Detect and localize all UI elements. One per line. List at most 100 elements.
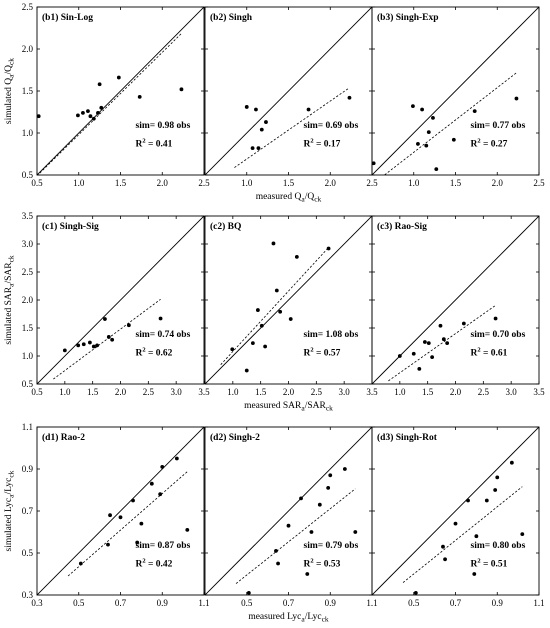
data-point: [135, 540, 140, 545]
r2-symbol: R: [136, 139, 143, 149]
label-subscript: a: [7, 283, 16, 287]
data-point: [174, 456, 179, 461]
data-point: [493, 316, 498, 321]
regression-line: [220, 247, 329, 365]
data-point: [250, 341, 255, 346]
x-tick-label: 2.0: [492, 178, 504, 188]
data-point: [413, 591, 418, 595]
label-text: simulated SAR: [4, 286, 14, 344]
y-tick-label: 2.0: [22, 295, 34, 305]
r2-exponent: 2: [142, 137, 145, 144]
regression-line: [388, 305, 496, 382]
data-point: [110, 337, 115, 342]
data-point: [493, 488, 498, 492]
x-tick-label: 1.5: [115, 178, 127, 188]
x-tick-label: 1.5: [450, 178, 462, 188]
data-point: [106, 335, 111, 339]
data-point: [353, 530, 358, 534]
panel-c3: 1.0 1.5 2.0 2.5 3.0 3.5 (c3) Rao-Sig sim= 0.70 …: [371, 215, 545, 397]
y-tick-label: 0.5: [22, 548, 34, 558]
panel-b1: 0.5 1.0 1.5 2.0 2.5 0.5 1.0 1.5 2.0 2.5 (b1) Sin-L…: [22, 2, 210, 188]
data-point: [116, 75, 121, 80]
x-tick-label: 2.0: [115, 387, 127, 397]
r2-exponent: 2: [142, 346, 145, 353]
r2-annotation: R2 = 0.51: [471, 557, 508, 569]
x-tick-label: 2.5: [478, 387, 490, 397]
r2-annotation: R2 = 0.61: [471, 346, 508, 358]
data-point: [244, 368, 249, 373]
data-point: [37, 114, 41, 119]
panel-title: (b2) Singh: [210, 12, 253, 23]
data-point: [160, 465, 165, 469]
sim-annotation: sim= 0.87 obs: [136, 541, 191, 551]
label-subscript: ck: [7, 255, 16, 262]
data-point: [179, 87, 184, 92]
panel-title: (c2) BQ: [210, 221, 241, 232]
x-tick-label: 0.5: [31, 178, 43, 188]
x-tick-label: 1.1: [366, 598, 377, 608]
r2-symbol: R: [304, 348, 311, 358]
x-tick-label: 2.5: [533, 178, 545, 188]
y-tick-label: 2.5: [22, 267, 34, 277]
y-tick-label: 0.5: [22, 379, 34, 389]
data-point: [411, 104, 415, 109]
x-tick-label: 0.3: [31, 598, 43, 608]
data-point: [472, 572, 477, 576]
data-point: [274, 549, 278, 553]
data-point: [271, 241, 276, 246]
data-point: [274, 288, 279, 293]
r2-value: = 0.57: [314, 348, 341, 358]
y-tick-label: 1.0: [22, 351, 34, 361]
data-point: [509, 460, 514, 465]
panel-b2: 1.0 1.5 2.0 2.5 (b2) Singh sim= 0.69 obs R2 = …: [204, 6, 378, 188]
plot-area: [37, 7, 204, 175]
x-tick-label: 1.0: [59, 387, 71, 397]
data-point: [230, 347, 235, 352]
data-point: [91, 344, 96, 349]
data-point: [372, 161, 376, 166]
data-point: [474, 534, 479, 539]
r2-exponent: 2: [477, 557, 480, 564]
x-tick-label: 2.5: [198, 178, 210, 188]
y-axis-label: simulated SARa/SARck: [4, 255, 16, 345]
data-point: [347, 95, 352, 100]
r2-exponent: 2: [142, 557, 145, 564]
r2-annotation: R2 = 0.42: [136, 557, 173, 569]
data-point: [108, 513, 112, 518]
data-point: [118, 515, 123, 520]
data-point: [306, 107, 311, 112]
r2-exponent: 2: [310, 346, 313, 353]
x-tick-label: 0.9: [492, 598, 504, 608]
r2-exponent: 2: [310, 557, 313, 564]
data-point: [514, 96, 519, 101]
data-point: [441, 544, 445, 549]
data-point: [97, 82, 102, 87]
r2-value: = 0.62: [146, 348, 173, 358]
r2-symbol: R: [304, 139, 311, 149]
x-tick-label: 1.0: [73, 178, 85, 188]
one-to-one-line: [372, 7, 539, 175]
y-axis-label: simulated Lyca/Lycck: [4, 470, 16, 551]
x-axis-label: measured SARa/SARck: [244, 401, 333, 413]
one-to-one-line: [205, 7, 372, 175]
data-point: [443, 557, 447, 562]
label-text: /Q: [4, 65, 14, 75]
data-point: [520, 532, 525, 536]
panel-b3: 1.0 1.5 2.0 2.5 (b3) Singh-Exp sim= 0.77 obs R…: [371, 6, 545, 188]
one-to-one-line: [37, 427, 204, 595]
x-tick-label: 3.5: [198, 387, 210, 397]
data-point: [103, 317, 107, 321]
data-point: [259, 323, 264, 328]
y-tick-label: 1.1: [22, 422, 33, 432]
data-point: [326, 486, 331, 490]
y-tick-label: 0.5: [22, 170, 34, 180]
regression-line: [234, 87, 350, 168]
x-tick-label: 1.5: [422, 387, 434, 397]
r2-symbol: R: [136, 559, 143, 569]
data-point: [286, 523, 291, 528]
r2-value: = 0.17: [314, 139, 341, 149]
regression-line: [67, 471, 188, 577]
data-point: [158, 316, 163, 321]
label-subscript: a: [301, 404, 305, 413]
label-text: simulated Q: [4, 78, 14, 124]
